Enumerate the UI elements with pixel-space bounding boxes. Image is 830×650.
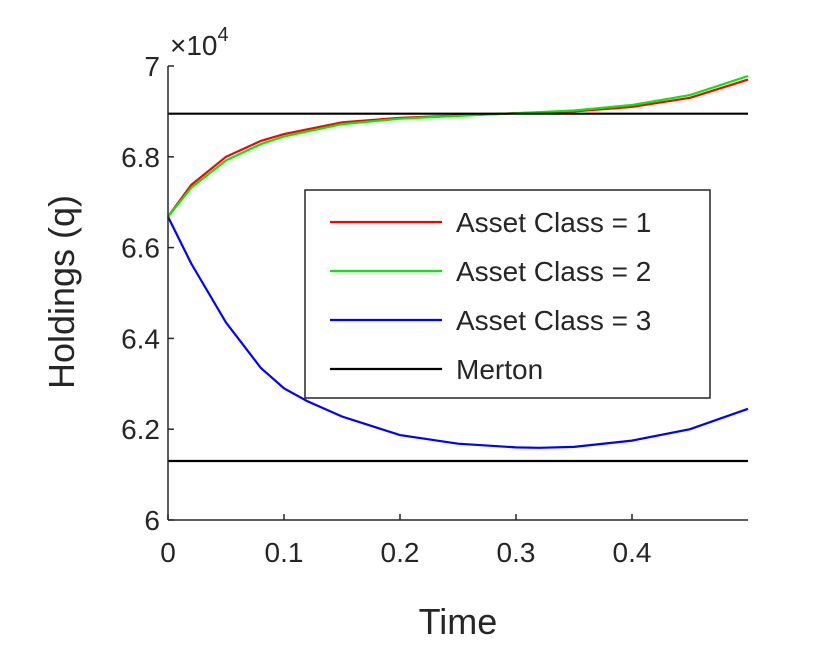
y-tick-label: 6.6 [121, 233, 160, 264]
legend-box [304, 189, 711, 399]
x-tick-label: 0 [160, 537, 176, 568]
y-tick-label: 6.4 [121, 323, 160, 354]
legend: Asset Class = 1 Asset Class = 2 Asset Clas… [304, 189, 711, 399]
y-tick-label: 6.2 [121, 414, 160, 445]
y-tick-label: 6 [144, 505, 160, 536]
x-tick-label: 0.4 [613, 537, 652, 568]
series-line-asset-class-2-1 [167, 74, 749, 218]
legend-label: Asset Class = 2 [456, 256, 651, 287]
y-tick-label: 7 [144, 51, 160, 82]
axes [167, 66, 748, 521]
legend-items: Asset Class = 1 Asset Class = 2 Asset Clas… [330, 207, 651, 385]
x-tick-label: 0.2 [381, 537, 420, 568]
y-ticks: 6 6.2 6.4 6.6 6.8 7 [121, 51, 174, 536]
y-exponent-base: ×10 [170, 30, 218, 61]
y-axis-label: Holdings (q) [41, 195, 82, 389]
x-tick-label: 0.1 [265, 537, 304, 568]
y-exponent-label: ×104 [170, 24, 229, 61]
x-axis-label: Time [419, 601, 498, 642]
y-tick-label: 6.8 [121, 142, 160, 173]
y-exponent-power: 4 [218, 24, 229, 46]
plot-lines [167, 74, 749, 463]
legend-label: Merton [456, 354, 543, 385]
series-line-asset-class-3-2 [167, 216, 749, 449]
legend-label: Asset Class = 3 [456, 305, 651, 336]
x-tick-label: 0.3 [497, 537, 536, 568]
x-ticks: 0 0.1 0.2 0.3 0.4 [160, 514, 651, 568]
legend-label: Asset Class = 1 [456, 207, 651, 238]
